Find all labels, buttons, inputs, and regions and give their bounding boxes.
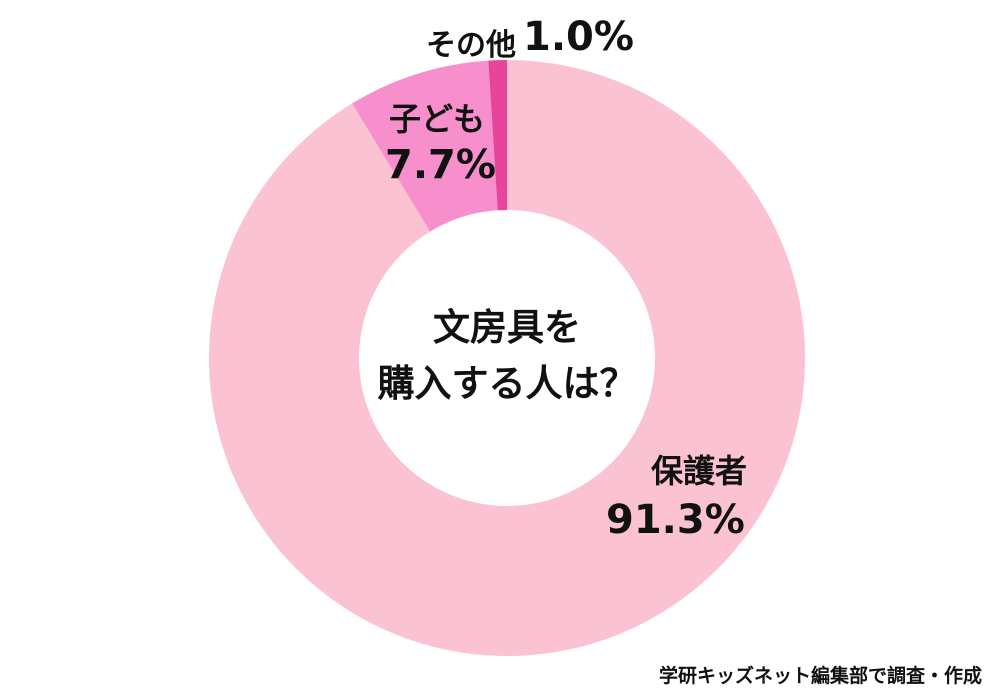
label-other-category: その他	[426, 28, 516, 63]
source-note: 学研キッズネット編集部で調査・作成	[658, 665, 982, 687]
slice-child	[352, 60, 498, 232]
label-guardian-category: 保護者	[651, 452, 748, 490]
slice-other	[488, 60, 507, 211]
center-title-line-1: 文房具を	[433, 306, 581, 349]
center-title-line-2: 購入する人は？	[377, 362, 637, 405]
slice-guardian	[208, 60, 805, 656]
label-guardian-value: 91.3%	[606, 497, 745, 543]
label-other-value: 1.0%	[523, 14, 634, 60]
center-title: 文房具を 購入する人は？	[357, 300, 657, 412]
label-child-value: 7.7%	[385, 142, 496, 188]
label-child-category: 子ども	[389, 100, 486, 138]
